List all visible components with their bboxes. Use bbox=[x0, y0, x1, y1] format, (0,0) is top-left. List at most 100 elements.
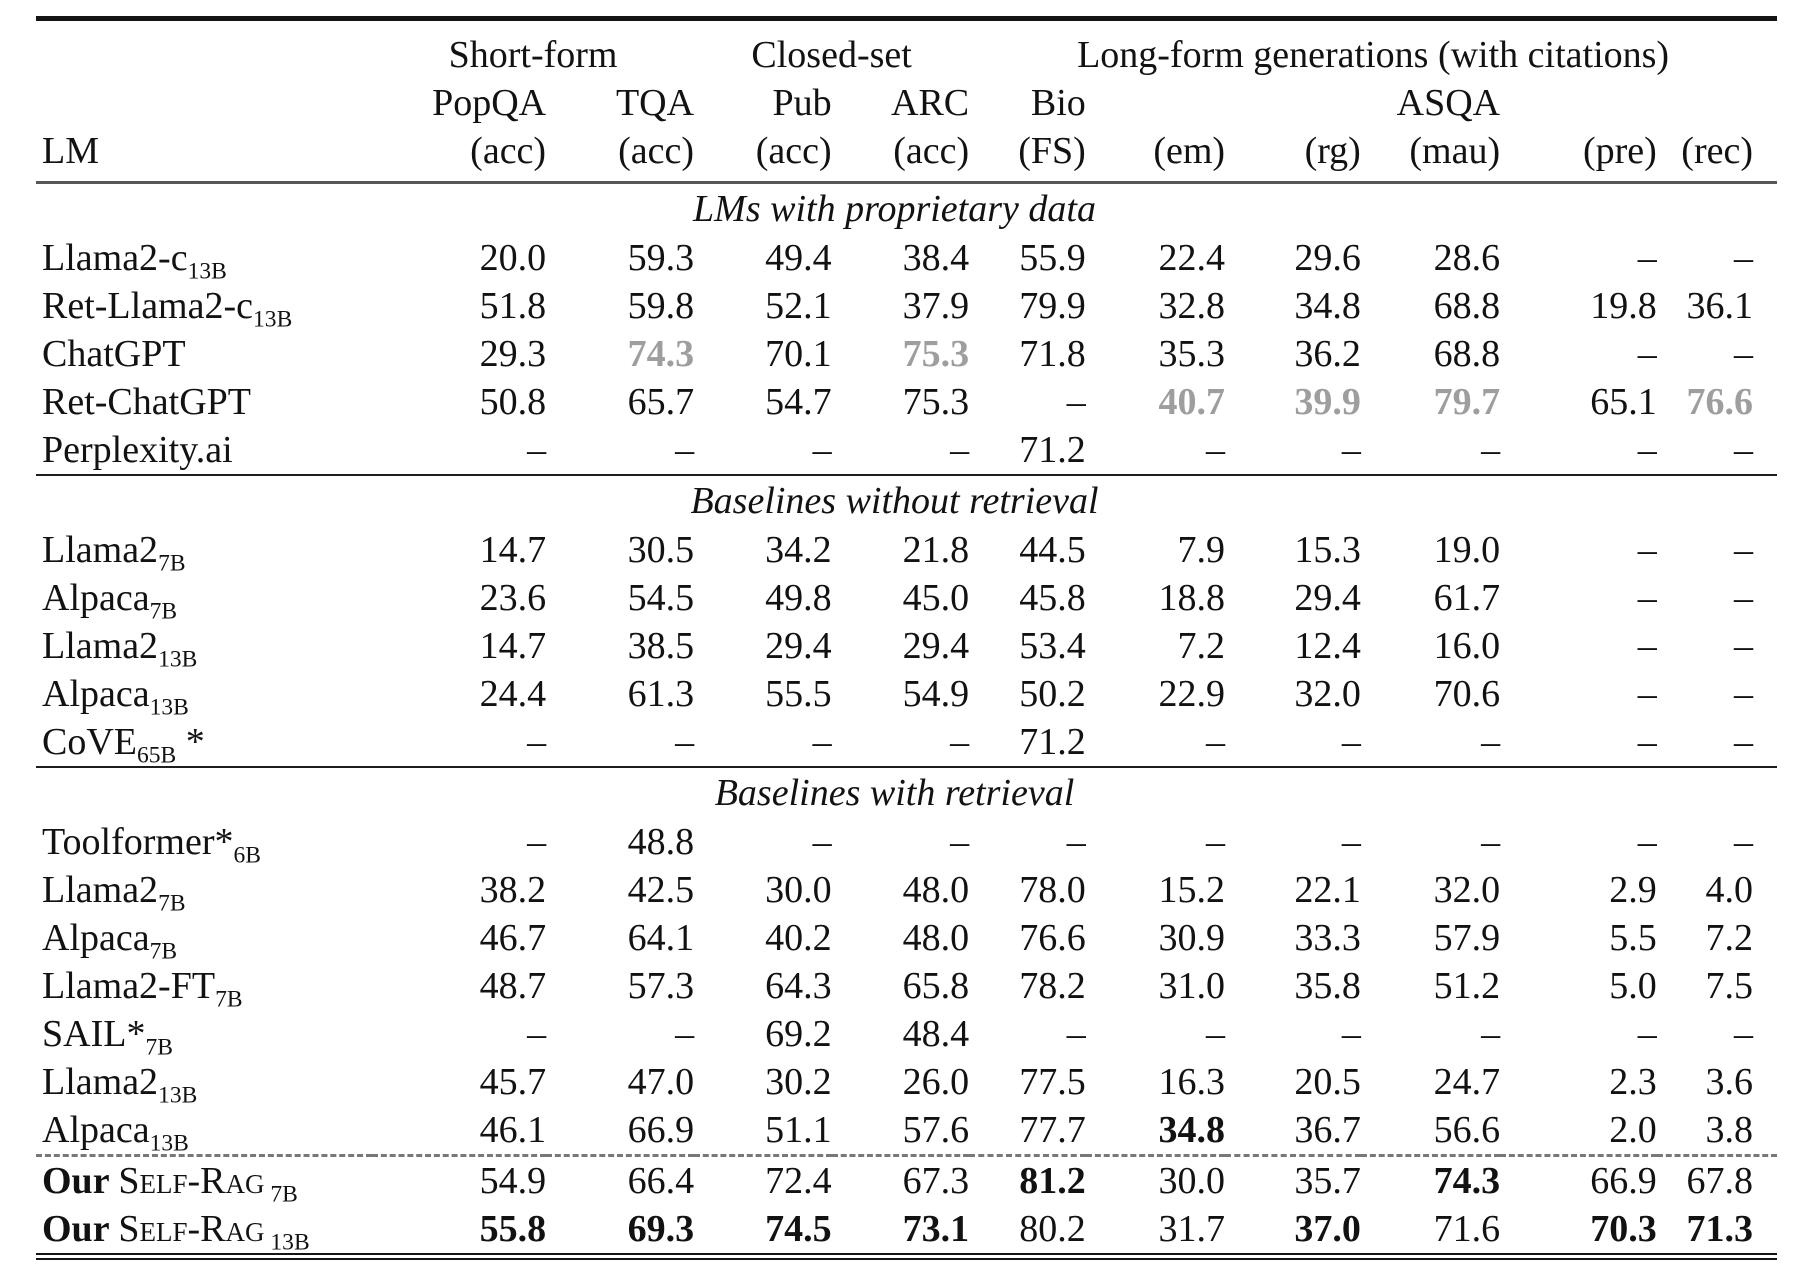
value-cell: 55.9 bbox=[1019, 237, 1086, 279]
value-cell: 37.9 bbox=[902, 285, 970, 327]
value-cell: 70.3 bbox=[1590, 1208, 1657, 1250]
value-cell: 33.3 bbox=[1294, 917, 1361, 959]
group-header-short-form: Short-form bbox=[448, 34, 618, 76]
value-cell: 66.4 bbox=[546, 1154, 695, 1205]
value-cell: 54.9 bbox=[902, 673, 970, 715]
value-cell: 46.7 bbox=[479, 917, 547, 959]
value-cell: 36.2 bbox=[1294, 333, 1361, 375]
value-cell: 66.9 bbox=[1500, 1154, 1657, 1205]
dataset-header-row: PopQA TQA Pub ARC Bio ASQA bbox=[36, 79, 1777, 127]
value-cell: – bbox=[1206, 1013, 1226, 1055]
value-cell: 55.5 bbox=[765, 673, 832, 715]
metric-mau: (mau) bbox=[1360, 127, 1501, 184]
value-cell: – bbox=[1637, 673, 1657, 715]
value-cell: – bbox=[527, 721, 547, 763]
value-cell: 61.3 bbox=[627, 673, 695, 715]
value-cell: – bbox=[1066, 381, 1086, 423]
table-row: Perplexity.ai – – – – 71.2 – – – – – bbox=[36, 426, 1777, 475]
value-cell: 57.3 bbox=[627, 965, 695, 1007]
value-cell: 29.4 bbox=[902, 625, 970, 667]
value-cell: 77.5 bbox=[1019, 1061, 1086, 1103]
value-cell: 51.1 bbox=[765, 1109, 832, 1151]
value-cell: 55.8 bbox=[479, 1208, 547, 1250]
metric-rec: (rec) bbox=[1656, 127, 1777, 184]
value-cell: 37.0 bbox=[1294, 1208, 1361, 1250]
table-row: Llama27B 38.2 42.5 30.0 48.0 78.0 15.2 22.1 32.0… bbox=[36, 866, 1777, 915]
lm-name-cell: CoVE65B * bbox=[42, 721, 205, 769]
table-row: Llama2-c13B 20.0 59.3 49.4 38.4 55.9 22.4 29.6 2… bbox=[36, 234, 1777, 283]
value-cell: 59.3 bbox=[627, 237, 695, 279]
metric-acc-arc: (acc) bbox=[831, 127, 970, 184]
table-row: Alpaca7B 23.6 54.5 49.8 45.0 45.8 18.8 29.4 61.7… bbox=[36, 574, 1777, 623]
value-cell: 76.6 bbox=[1686, 381, 1754, 423]
value-cell: 78.0 bbox=[1019, 869, 1086, 911]
value-cell: – bbox=[812, 429, 832, 471]
value-cell: 35.7 bbox=[1225, 1154, 1361, 1205]
value-cell: 5.5 bbox=[1609, 917, 1657, 959]
value-cell: 32.0 bbox=[1294, 673, 1361, 715]
value-cell: 69.2 bbox=[765, 1013, 832, 1055]
value-cell: 38.4 bbox=[902, 237, 970, 279]
value-cell: 34.2 bbox=[765, 529, 832, 571]
table-row: Llama213B 45.7 47.0 30.2 26.0 77.5 16.3 20.5 24.… bbox=[36, 1058, 1777, 1109]
empty-cell bbox=[1657, 79, 1777, 127]
value-cell: 28.6 bbox=[1433, 237, 1501, 279]
value-cell: 51.2 bbox=[1433, 965, 1501, 1007]
empty-cell bbox=[1086, 79, 1225, 127]
metric-rg: (rg) bbox=[1225, 127, 1361, 184]
section-title: Baselines with retrieval bbox=[36, 766, 1777, 818]
value-cell: 23.6 bbox=[479, 577, 547, 619]
value-cell: 32.8 bbox=[1158, 285, 1226, 327]
value-cell: 75.3 bbox=[902, 333, 970, 375]
group-header-long-form: Long-form generations (with citations) bbox=[1077, 34, 1670, 76]
value-cell: – bbox=[1734, 529, 1753, 571]
section-title: LMs with proprietary data bbox=[693, 188, 1096, 230]
value-cell: 29.4 bbox=[765, 625, 832, 667]
value-cell: 19.8 bbox=[1590, 285, 1657, 327]
value-cell: 45.0 bbox=[902, 577, 970, 619]
metric-pre: (pre) bbox=[1500, 127, 1657, 184]
value-cell: – bbox=[950, 821, 970, 863]
value-cell: 74.3 bbox=[1360, 1154, 1501, 1205]
value-cell: – bbox=[1637, 529, 1657, 571]
value-cell: – bbox=[1481, 821, 1501, 863]
col-header-pub: Pub bbox=[772, 82, 832, 124]
value-cell: 39.9 bbox=[1294, 381, 1361, 423]
table-body: LMs with proprietary data Llama2-c13B 20.0… bbox=[36, 183, 1777, 1257]
value-cell: – bbox=[1341, 1013, 1361, 1055]
value-cell: – bbox=[1734, 429, 1753, 471]
table-row: Alpaca7B 46.7 64.1 40.2 48.0 76.6 30.9 33.3 57.9… bbox=[36, 914, 1777, 963]
metric-em: (em) bbox=[1085, 127, 1226, 184]
metric-acc-pub: (acc) bbox=[694, 127, 832, 184]
value-cell: – bbox=[1637, 1013, 1657, 1055]
value-cell: – bbox=[675, 1013, 695, 1055]
value-cell: 34.8 bbox=[1158, 1109, 1226, 1151]
table-row: ChatGPT 29.3 74.3 70.1 75.3 71.8 35.3 36.2 68.8 –… bbox=[36, 330, 1777, 378]
col-header-lm: LM bbox=[36, 127, 372, 184]
lm-name-cell: SAIL*7B bbox=[42, 1013, 173, 1061]
table-row: Toolformer*6B – 48.8 – – – – – – – – bbox=[36, 818, 1777, 867]
value-cell: 74.3 bbox=[627, 333, 695, 375]
value-cell: 52.1 bbox=[765, 285, 832, 327]
value-cell: – bbox=[1637, 821, 1657, 863]
value-cell: – bbox=[1206, 821, 1226, 863]
table-row: Alpaca13B 24.4 61.3 55.5 54.9 50.2 22.9 32.0 70.… bbox=[36, 670, 1777, 719]
value-cell: 54.7 bbox=[765, 381, 832, 423]
col-header-arc: ARC bbox=[891, 82, 970, 124]
value-cell: 71.8 bbox=[1019, 333, 1086, 375]
value-cell: 18.8 bbox=[1158, 577, 1226, 619]
value-cell: 69.3 bbox=[627, 1208, 695, 1250]
lm-name-cell: Llama213B bbox=[42, 1061, 198, 1109]
value-cell: 42.5 bbox=[627, 869, 695, 911]
value-cell: – bbox=[527, 821, 547, 863]
value-cell: 29.3 bbox=[479, 333, 547, 375]
value-cell: – bbox=[1734, 721, 1753, 763]
value-cell: 36.1 bbox=[1686, 285, 1754, 327]
value-cell: – bbox=[950, 429, 970, 471]
value-cell: 70.6 bbox=[1433, 673, 1501, 715]
lm-name-cell: Our Self-Rag 7B bbox=[36, 1154, 372, 1206]
value-cell: 3.8 bbox=[1705, 1109, 1754, 1151]
value-cell: 74.5 bbox=[765, 1208, 832, 1250]
value-cell: – bbox=[527, 1013, 547, 1055]
